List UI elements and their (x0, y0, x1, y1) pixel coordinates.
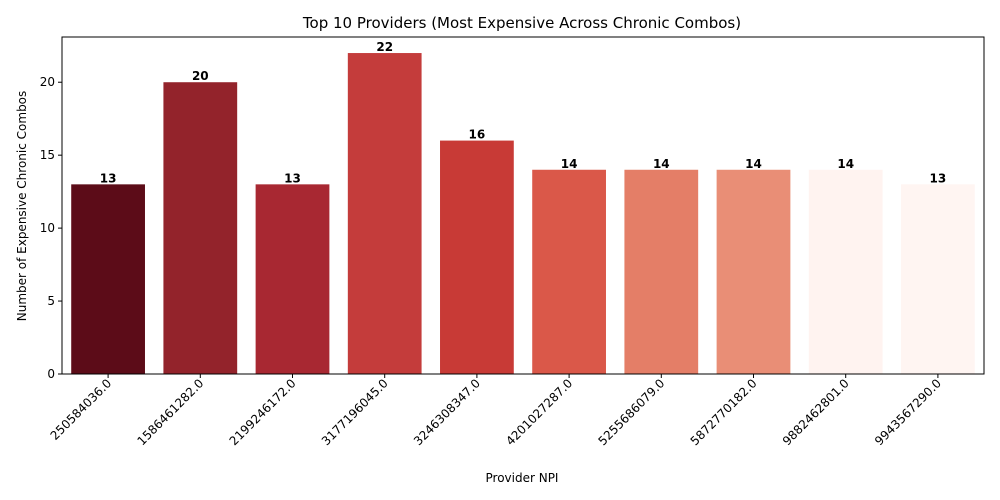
bar (901, 184, 975, 374)
bar-value-label: 14 (653, 157, 670, 171)
bar (347, 53, 422, 375)
bar-value-label: 20 (192, 69, 209, 83)
bar (716, 169, 791, 374)
bar (532, 169, 606, 374)
bar-value-label: 14 (745, 157, 762, 171)
bar-value-label: 22 (376, 40, 393, 54)
bar (255, 184, 330, 374)
x-tick-label: 5255686079.0 (595, 376, 667, 448)
chart-title: Top 10 Providers (Most Expensive Across … (302, 14, 741, 32)
x-tick-label: 3246308347.0 (411, 376, 483, 448)
y-axis: 0 5 10 15 20 (40, 75, 62, 381)
plot-frame (61, 36, 985, 375)
x-tick-label: 3177196045.0 (319, 376, 391, 448)
bar (808, 169, 883, 374)
bar (624, 169, 699, 374)
y-tick-label: 5 (47, 294, 55, 308)
y-axis-label: Number of Expensive Chronic Combos (15, 91, 29, 322)
x-tick-label: 250584036.0 (48, 376, 115, 443)
x-tick-label: 9882462801.0 (780, 376, 852, 448)
bar-value-label: 14 (837, 157, 854, 171)
x-tick-label: 4201027287.0 (503, 376, 575, 448)
x-tick-label: 9943567290.0 (872, 376, 944, 448)
bar-value-label: 14 (561, 157, 578, 171)
y-tick-label: 10 (40, 221, 55, 235)
bar-value-label: 13 (100, 171, 117, 185)
y-tick-label: 0 (47, 367, 55, 381)
bar (71, 184, 145, 374)
x-axis: 250584036.0 1586461282.0 2199246172.0 31771… (48, 374, 944, 448)
x-tick-label: 5872770182.0 (688, 376, 760, 448)
x-tick-label: 1586461282.0 (134, 376, 206, 448)
bar-value-label: 16 (469, 128, 486, 142)
x-axis-label: Provider NPI (486, 471, 559, 485)
bar-value-label: 13 (930, 171, 947, 185)
bar-value-label: 13 (284, 171, 301, 185)
bars-group: 13 20 13 22 16 14 14 14 14 13 (71, 40, 975, 375)
y-tick-label: 15 (40, 148, 55, 162)
x-tick-label: 2199246172.0 (227, 376, 299, 448)
bar (163, 82, 238, 375)
bar (440, 140, 514, 374)
y-tick-label: 20 (40, 75, 55, 89)
